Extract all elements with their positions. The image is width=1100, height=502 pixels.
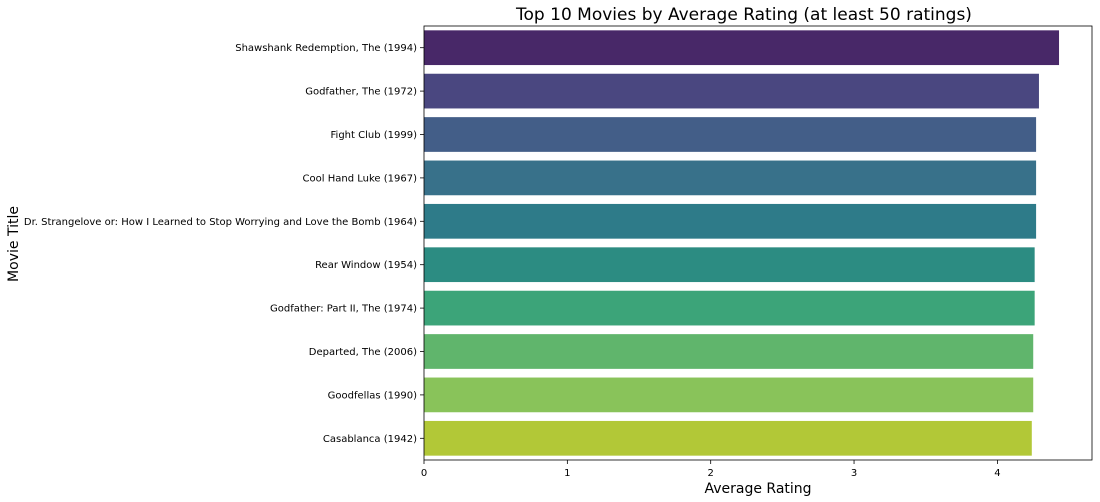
bar <box>424 247 1035 283</box>
bar <box>424 203 1037 239</box>
category-label: Godfather: Part II, The (1974) <box>270 304 417 315</box>
x-tick-label: 2 <box>708 468 714 479</box>
x-tick-label: 0 <box>421 468 427 479</box>
bar <box>424 117 1037 152</box>
bar <box>424 420 1032 456</box>
y-axis-label: Movie Title <box>6 206 22 282</box>
category-label: Shawshank Redemption, The (1994) <box>235 43 417 54</box>
category-label: Cool Hand Luke (1967) <box>303 173 418 184</box>
category-label: Casablanca (1942) <box>323 434 417 445</box>
chart-title: Top 10 Movies by Average Rating (at leas… <box>515 5 972 25</box>
category-label: Rear Window (1954) <box>315 260 417 271</box>
bar <box>424 377 1034 413</box>
category-labels: Shawshank Redemption, The (1994) Godfathe… <box>24 43 424 445</box>
x-tick-label: 4 <box>994 468 1000 479</box>
bars-group <box>424 30 1060 456</box>
category-label: Fight Club (1999) <box>331 130 418 141</box>
plot-frame <box>423 25 1093 461</box>
category-label: Departed, The (2006) <box>309 347 417 358</box>
bar <box>424 290 1035 326</box>
category-label: Godfather, The (1972) <box>305 87 417 98</box>
bar <box>424 160 1037 196</box>
x-axis-ticks: 0 1 2 3 4 <box>421 460 1001 479</box>
category-label: Goodfellas (1990) <box>328 390 417 401</box>
x-tick-label: 3 <box>851 468 857 479</box>
x-axis-label: Average Rating <box>704 481 811 497</box>
bar <box>424 73 1039 109</box>
bar <box>424 334 1034 369</box>
category-label: Dr. Strangelove or: How I Learned to Sto… <box>24 217 417 228</box>
bar <box>424 30 1060 66</box>
x-tick-label: 1 <box>564 468 570 479</box>
